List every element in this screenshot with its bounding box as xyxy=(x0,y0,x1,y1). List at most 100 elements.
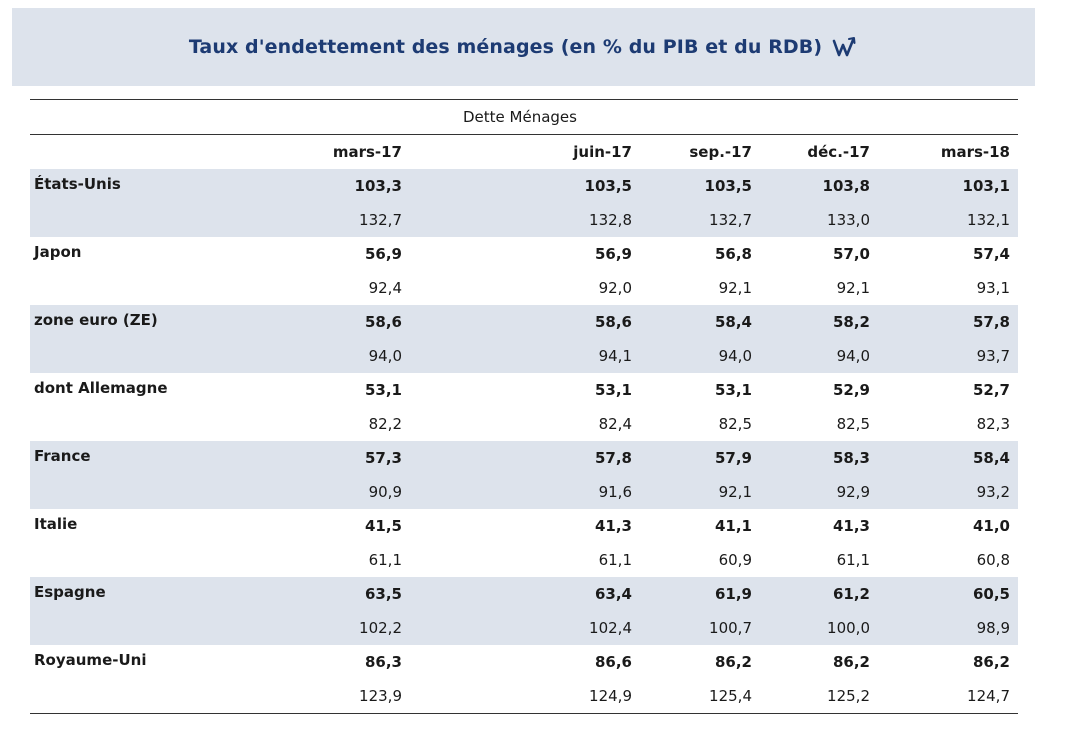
pib-cell: 58,6 xyxy=(240,305,410,339)
pib-cell: 53,1 xyxy=(594,381,632,399)
country-label: Espagne xyxy=(30,577,240,645)
pib-cell: 52,7 xyxy=(972,381,1010,399)
country-label: zone euro (ZE) xyxy=(30,305,240,373)
rdb-cell: 92,9 xyxy=(760,475,878,509)
column-header: déc.-17 xyxy=(807,143,870,161)
column-header: juin-17 xyxy=(573,143,632,161)
table-row: 90,9 91,6 92,1 92,9 93,2 xyxy=(30,475,1018,509)
pib-cell: 57,0 xyxy=(832,245,870,263)
pib-cell: 53,1 xyxy=(714,381,752,399)
pib-cell: 58,3 xyxy=(760,441,878,475)
pib-cell: 41,0 xyxy=(972,517,1010,535)
pib-cell: 60,5 xyxy=(878,577,1018,611)
rdb-cell: 132,7 xyxy=(640,203,760,237)
pib-cell: 103,3 xyxy=(240,169,410,203)
pib-cell: 86,2 xyxy=(972,653,1010,671)
pib-cell: 57,8 xyxy=(410,441,640,475)
pib-cell: 86,2 xyxy=(714,653,752,671)
pib-cell: 86,6 xyxy=(594,653,632,671)
rdb-cell: 94,0 xyxy=(760,339,878,373)
pib-cell: 41,3 xyxy=(832,517,870,535)
rdb-cell: 82,4 xyxy=(598,415,632,433)
table-row: 123,9 124,9 125,4 125,2 124,7 xyxy=(30,679,1018,714)
table-row: États-Unis 103,3 103,5 103,5 103,8 103,1 xyxy=(30,169,1018,237)
country-label: dont Allemagne xyxy=(34,379,168,397)
table-row: dont Allemagne 53,1 53,1 53,1 52,9 52,7 xyxy=(30,373,1018,407)
pib-cell: 57,9 xyxy=(640,441,760,475)
pib-cell: 56,9 xyxy=(594,245,632,263)
pib-cell: 58,6 xyxy=(410,305,640,339)
rdb-cell: 124,9 xyxy=(410,679,640,714)
pib-cell: 58,4 xyxy=(878,441,1018,475)
rdb-cell: 100,0 xyxy=(760,611,878,645)
rdb-cell: 132,8 xyxy=(410,203,640,237)
page-title: Taux d'endettement des ménages (en % du … xyxy=(188,36,823,58)
pib-cell: 103,5 xyxy=(410,169,640,203)
super-header: Dette Ménages xyxy=(30,100,1018,135)
table-row: Italie 41,5 41,3 41,1 41,3 41,0 xyxy=(30,509,1018,543)
country-label: France xyxy=(30,441,240,509)
rdb-cell: 92,1 xyxy=(836,279,870,297)
rdb-cell: 92,0 xyxy=(598,279,632,297)
rdb-cell: 82,3 xyxy=(976,415,1010,433)
table-row: 94,0 94,1 94,0 94,0 93,7 xyxy=(30,339,1018,373)
rdb-cell: 132,1 xyxy=(878,203,1018,237)
country-label: Royaume-Uni xyxy=(30,645,240,714)
rdb-cell: 60,9 xyxy=(718,551,752,569)
rdb-cell: 94,0 xyxy=(640,339,760,373)
rdb-cell: 82,2 xyxy=(368,415,402,433)
title-banner: Taux d'endettement des ménages (en % du … xyxy=(12,8,1035,86)
column-header: sep.-17 xyxy=(689,143,752,161)
rdb-cell: 61,1 xyxy=(836,551,870,569)
table-row: 102,2 102,4 100,7 100,0 98,9 xyxy=(30,611,1018,645)
country-label: Italie xyxy=(34,515,78,533)
pib-cell: 103,1 xyxy=(878,169,1018,203)
pib-cell: 52,9 xyxy=(832,381,870,399)
table-row: Japon 56,9 56,9 56,8 57,0 57,4 xyxy=(30,237,1018,271)
rdb-cell: 102,2 xyxy=(240,611,410,645)
rdb-cell: 98,9 xyxy=(878,611,1018,645)
pib-cell: 86,2 xyxy=(832,653,870,671)
rdb-cell: 91,6 xyxy=(410,475,640,509)
rdb-cell: 82,5 xyxy=(718,415,752,433)
table-row: Espagne 63,5 63,4 61,9 61,2 60,5 xyxy=(30,577,1018,645)
debt-table-container: Dette Ménages mars-17 juin-17 sep.-17 dé… xyxy=(30,99,1018,714)
rdb-cell: 125,4 xyxy=(640,679,760,714)
pib-cell: 86,3 xyxy=(364,653,402,671)
pib-cell: 103,8 xyxy=(760,169,878,203)
pib-cell: 41,1 xyxy=(714,517,752,535)
pib-cell: 56,9 xyxy=(364,245,402,263)
rdb-cell: 93,7 xyxy=(878,339,1018,373)
table-row: Royaume-Uni 86,3 86,6 86,2 86,2 86,2 xyxy=(30,645,1018,714)
column-header-row: mars-17 juin-17 sep.-17 déc.-17 mars-18 xyxy=(30,135,1018,170)
rdb-cell: 132,7 xyxy=(240,203,410,237)
pib-cell: 56,8 xyxy=(714,245,752,263)
table-row: 92,4 92,0 92,1 92,1 93,1 xyxy=(30,271,1018,305)
pib-cell: 53,1 xyxy=(364,381,402,399)
rdb-cell: 124,7 xyxy=(878,679,1018,714)
pib-cell: 103,5 xyxy=(640,169,760,203)
pib-cell: 61,2 xyxy=(760,577,878,611)
pib-cell: 63,5 xyxy=(240,577,410,611)
pib-cell: 57,3 xyxy=(240,441,410,475)
pib-cell: 41,3 xyxy=(594,517,632,535)
rdb-cell: 94,0 xyxy=(240,339,410,373)
column-header: mars-18 xyxy=(940,143,1010,161)
pib-cell: 63,4 xyxy=(410,577,640,611)
rdb-cell: 94,1 xyxy=(410,339,640,373)
pib-cell: 57,8 xyxy=(878,305,1018,339)
pib-cell: 58,2 xyxy=(760,305,878,339)
pib-cell: 41,5 xyxy=(364,517,402,535)
rdb-cell: 123,9 xyxy=(240,679,410,714)
table-row: 132,7 132,8 132,7 133,0 132,1 xyxy=(30,203,1018,237)
rdb-cell: 92,1 xyxy=(718,279,752,297)
table-row: 82,2 82,4 82,5 82,5 82,3 xyxy=(30,407,1018,441)
pib-cell: 61,9 xyxy=(640,577,760,611)
rdb-cell: 61,1 xyxy=(598,551,632,569)
rdb-cell: 125,2 xyxy=(760,679,878,714)
country-label: Japon xyxy=(34,243,82,261)
rdb-cell: 100,7 xyxy=(640,611,760,645)
rdb-cell: 92,1 xyxy=(640,475,760,509)
country-label: États-Unis xyxy=(30,169,240,237)
pib-cell: 58,4 xyxy=(640,305,760,339)
